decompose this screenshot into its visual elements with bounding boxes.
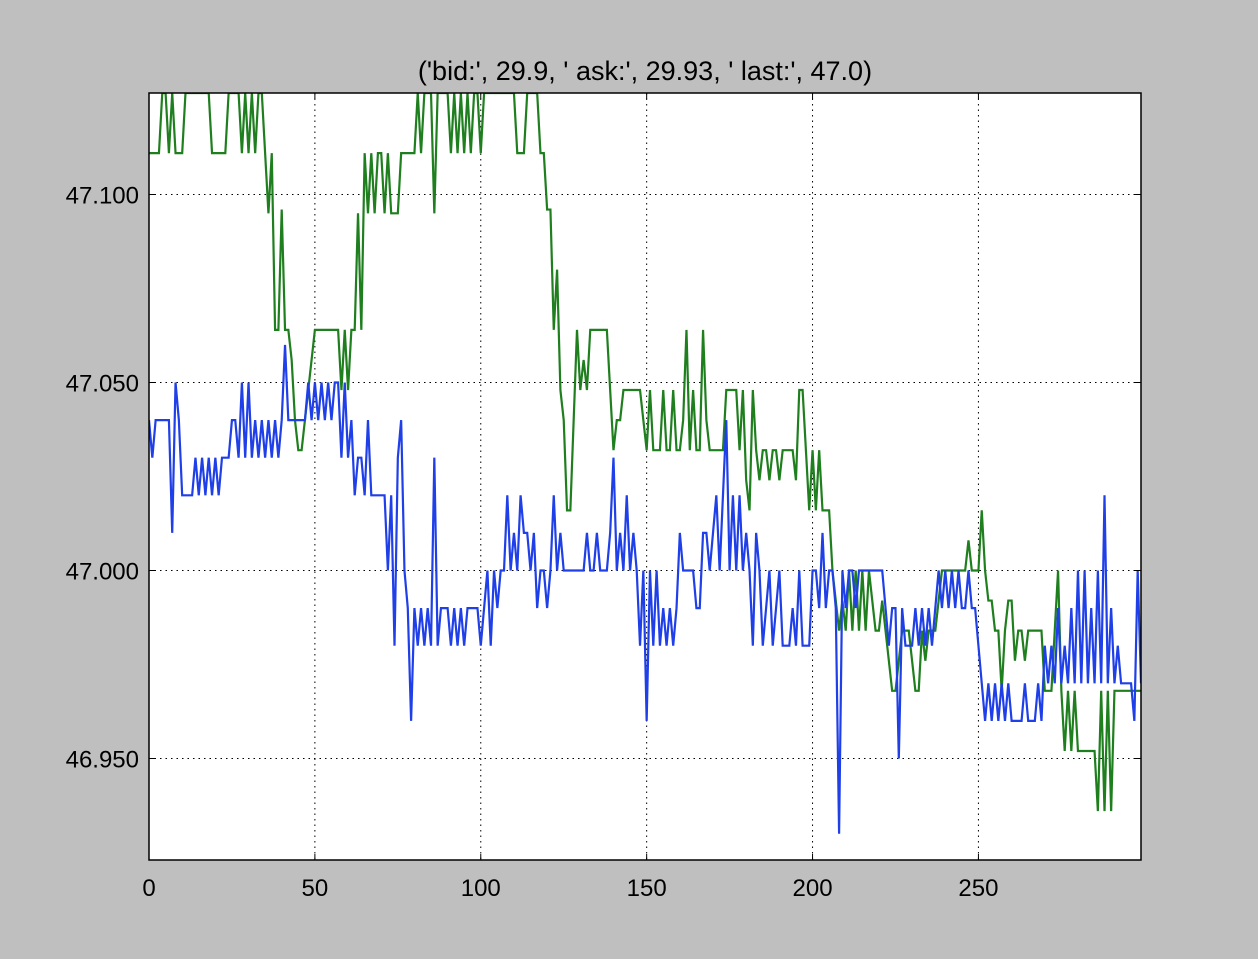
y-tick-label: 46.950 bbox=[66, 746, 139, 773]
plot-area bbox=[149, 93, 1141, 860]
grid-lines bbox=[149, 93, 1141, 860]
x-tick-label: 100 bbox=[461, 875, 501, 902]
y-tick-label: 47.000 bbox=[66, 558, 139, 585]
x-tick-label: 0 bbox=[142, 875, 155, 902]
series-lines bbox=[149, 93, 1141, 834]
chart-title: ('bid:', 29.9, ' ask:', 29.93, ' last:',… bbox=[418, 56, 872, 86]
series-line-1 bbox=[149, 93, 1141, 812]
series-line-2 bbox=[149, 344, 1141, 834]
tick-labels: 0 50 100 150 200 250 46.950 47.000 47.050 47.100 bbox=[66, 183, 999, 902]
x-tick-label: 200 bbox=[793, 875, 833, 902]
plot-frame bbox=[148, 92, 1142, 861]
y-tick-label: 47.100 bbox=[66, 183, 139, 210]
x-tick-label: 250 bbox=[958, 875, 998, 902]
x-tick-label: 150 bbox=[627, 875, 667, 902]
y-tick-label: 47.050 bbox=[66, 371, 139, 398]
x-tick-label: 50 bbox=[302, 875, 329, 902]
